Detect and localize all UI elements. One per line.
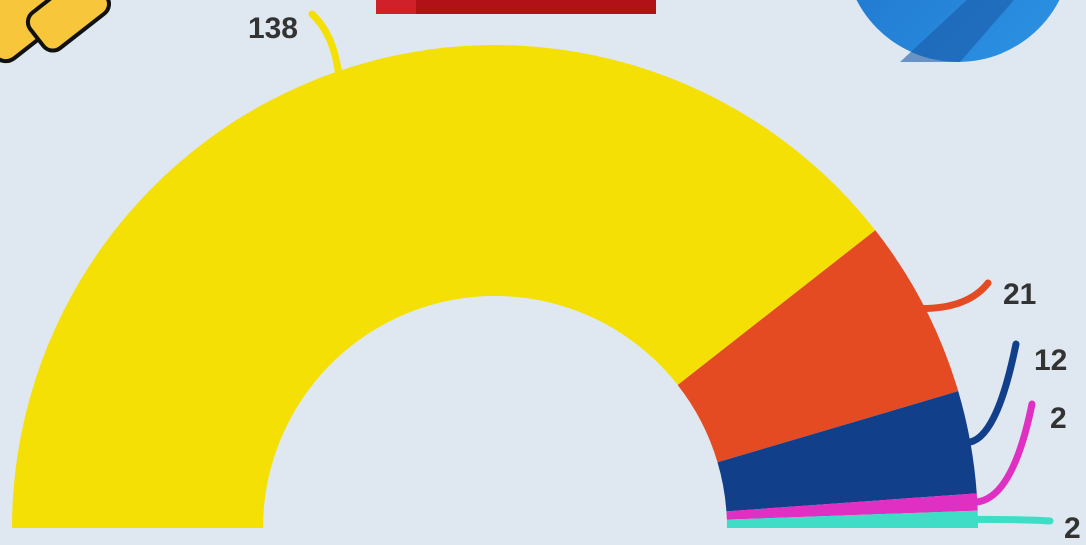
value-label: 12: [1034, 344, 1067, 377]
value-label: 21: [1003, 278, 1036, 311]
leader-line: [917, 279, 992, 313]
handshake-icon: [0, 0, 111, 64]
segment: [717, 391, 977, 512]
leader-line: [962, 340, 1020, 446]
leader-line: [969, 400, 1036, 506]
logo-stripe: [900, 0, 1014, 62]
segment: [726, 510, 978, 528]
leader-line: [970, 515, 1054, 525]
leader-line: [308, 10, 343, 79]
header-image: [376, 0, 656, 14]
header-image-detail: [376, 0, 416, 14]
value-label: 138: [248, 12, 298, 45]
segment: [677, 230, 959, 463]
value-label: 2: [1064, 512, 1081, 545]
segment: [726, 493, 978, 520]
value-label: 2: [1050, 402, 1067, 435]
plot: 138 21 12 2 2: [12, 10, 1081, 545]
segment: [12, 45, 876, 529]
